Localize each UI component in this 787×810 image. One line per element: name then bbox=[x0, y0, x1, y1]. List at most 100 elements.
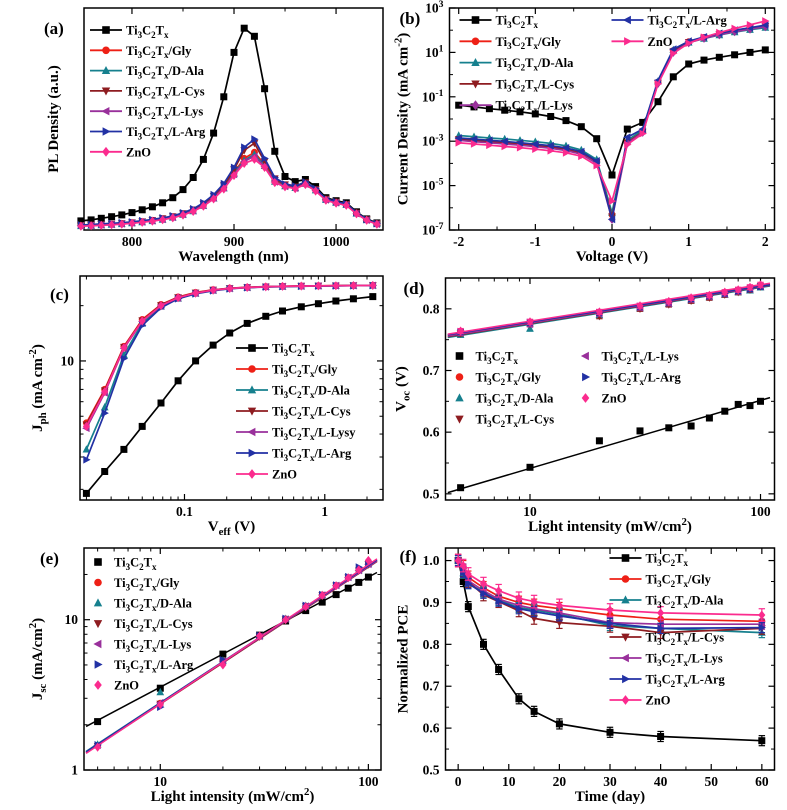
svg-text:Ti3C2Tx/L-Arg: Ti3C2Tx/L-Arg bbox=[602, 371, 682, 387]
svg-text:ZnO: ZnO bbox=[272, 468, 297, 482]
svg-text:900: 900 bbox=[224, 234, 245, 249]
svg-text:Normalized PCE: Normalized PCE bbox=[396, 605, 412, 714]
svg-text:(e): (e) bbox=[40, 549, 59, 568]
svg-text:1000: 1000 bbox=[323, 234, 350, 249]
svg-text:(f): (f) bbox=[400, 547, 417, 566]
svg-text:0.9: 0.9 bbox=[423, 595, 440, 610]
svg-text:1.0: 1.0 bbox=[423, 553, 440, 568]
svg-text:Ti3C2Tx/Gly: Ti3C2Tx/Gly bbox=[476, 371, 542, 387]
svg-text:Ti3C2Tx/L-Arg: Ti3C2Tx/L-Arg bbox=[648, 14, 728, 30]
svg-text:Veff (V): Veff (V) bbox=[208, 519, 255, 538]
svg-text:0.5: 0.5 bbox=[423, 763, 440, 778]
svg-text:20: 20 bbox=[553, 774, 567, 789]
svg-text:1: 1 bbox=[685, 234, 692, 249]
svg-text:50: 50 bbox=[704, 774, 718, 789]
svg-text:0.6: 0.6 bbox=[423, 721, 440, 736]
svg-text:Ti3C2Tx/L-Cys: Ti3C2Tx/L-Cys bbox=[646, 631, 725, 647]
svg-text:0.6: 0.6 bbox=[423, 425, 440, 440]
svg-text:Ti3C2Tx/L-Lysy: Ti3C2Tx/L-Lysy bbox=[272, 426, 356, 442]
svg-text:Ti3C2Tx/Gly: Ti3C2Tx/Gly bbox=[114, 576, 180, 592]
svg-text:Ti3C2Tx/Gly: Ti3C2Tx/Gly bbox=[646, 573, 712, 589]
panel-a-pl-spectra-chart: 800 900 1000 Wavelength (nm) PL Density (a.u… bbox=[0, 0, 393, 270]
svg-text:Ti3C2Tx/D-Ala: Ti3C2Tx/D-Ala bbox=[476, 392, 555, 408]
svg-text:Ti3C2Tx/Gly: Ti3C2Tx/Gly bbox=[126, 44, 192, 60]
svg-text:Ti3C2Tx/L-Cys: Ti3C2Tx/L-Cys bbox=[496, 77, 575, 93]
svg-text:40: 40 bbox=[654, 774, 668, 789]
svg-text:-1: -1 bbox=[530, 234, 541, 249]
svg-text:0: 0 bbox=[609, 234, 616, 249]
svg-text:1: 1 bbox=[321, 504, 328, 519]
svg-text:(b): (b) bbox=[400, 9, 421, 28]
svg-text:Voltage (V): Voltage (V) bbox=[576, 249, 648, 265]
svg-text:0: 0 bbox=[455, 774, 462, 789]
svg-text:(c): (c) bbox=[50, 285, 69, 304]
svg-text:0.8: 0.8 bbox=[423, 301, 440, 316]
svg-text:0.5: 0.5 bbox=[423, 486, 440, 501]
svg-text:10-5: 10-5 bbox=[422, 177, 444, 193]
panel-d-voc-intensity-chart: 10 100 0.5 0.6 0.7 0.8 Light intensity (mW/cm2… bbox=[393, 270, 787, 540]
svg-text:Ti3C2Tx/D-Ala: Ti3C2Tx/D-Ala bbox=[272, 384, 351, 400]
panel-c-jph-veff-chart: 0.1 1 10 Veff (V) Jph (mA cm-2) Ti3C2Tx Ti3C2T… bbox=[0, 270, 393, 540]
svg-text:Ti3C2Tx/Gly: Ti3C2Tx/Gly bbox=[496, 35, 562, 51]
svg-text:800: 800 bbox=[122, 234, 143, 249]
svg-text:Light intensity (mW/cm2): Light intensity (mW/cm2) bbox=[151, 786, 315, 805]
svg-text:100: 100 bbox=[750, 504, 771, 519]
svg-text:0.8: 0.8 bbox=[423, 637, 440, 652]
svg-text:Light intensity (mW/cm2): Light intensity (mW/cm2) bbox=[528, 516, 692, 535]
svg-text:1: 1 bbox=[71, 763, 78, 778]
svg-text:103: 103 bbox=[425, 0, 444, 15]
svg-text:Voc (V): Voc (V) bbox=[394, 366, 413, 412]
svg-text:0.7: 0.7 bbox=[423, 679, 440, 694]
svg-text:Ti3C2Tx/L-Cys: Ti3C2Tx/L-Cys bbox=[476, 413, 555, 429]
svg-text:Ti3C2Tx/L-Arg: Ti3C2Tx/L-Arg bbox=[272, 447, 352, 463]
panel-f-stability-chart: 0 10 20 30 40 50 60 0.5 0.6 0.7 0.8 0.9 1.0 Time (day… bbox=[393, 540, 787, 810]
svg-text:Ti3C2Tx: Ti3C2Tx bbox=[272, 342, 315, 358]
svg-text:Ti3C2Tx/D-Ala: Ti3C2Tx/D-Ala bbox=[126, 64, 205, 80]
svg-text:101: 101 bbox=[425, 44, 444, 60]
svg-text:Time (day): Time (day) bbox=[575, 789, 645, 805]
svg-text:10-7: 10-7 bbox=[422, 221, 444, 237]
svg-text:Ti3C2Tx/L-Lys: Ti3C2Tx/L-Lys bbox=[496, 99, 573, 115]
svg-text:2: 2 bbox=[762, 234, 769, 249]
svg-text:ZnO: ZnO bbox=[126, 145, 151, 159]
svg-text:10: 10 bbox=[523, 504, 537, 519]
svg-text:Ti3C2Tx: Ti3C2Tx bbox=[646, 552, 689, 568]
svg-text:60: 60 bbox=[755, 774, 769, 789]
svg-text:10: 10 bbox=[61, 353, 75, 368]
svg-text:Ti3C2Tx/L-Lys: Ti3C2Tx/L-Lys bbox=[114, 638, 191, 654]
svg-text:Ti3C2Tx: Ti3C2Tx bbox=[126, 24, 169, 40]
svg-text:10: 10 bbox=[502, 774, 516, 789]
svg-text:Ti3C2Tx: Ti3C2Tx bbox=[496, 14, 539, 30]
svg-text:Ti3C2Tx/L-Arg: Ti3C2Tx/L-Arg bbox=[126, 125, 206, 141]
svg-text:Ti3C2Tx/L-Cys: Ti3C2Tx/L-Cys bbox=[272, 405, 351, 421]
svg-text:0.7: 0.7 bbox=[423, 363, 440, 378]
svg-text:(d): (d) bbox=[404, 279, 425, 298]
svg-text:Ti3C2Tx: Ti3C2Tx bbox=[114, 556, 157, 572]
svg-text:Jph (mA cm-2): Jph (mA cm-2) bbox=[27, 344, 49, 432]
svg-text:ZnO: ZnO bbox=[648, 35, 673, 49]
svg-text:0.1: 0.1 bbox=[176, 504, 193, 519]
svg-text:ZnO: ZnO bbox=[602, 392, 627, 406]
svg-text:Ti3C2Tx/L-Arg: Ti3C2Tx/L-Arg bbox=[114, 658, 194, 674]
svg-text:30: 30 bbox=[603, 774, 617, 789]
svg-text:Ti3C2Tx/D-Ala: Ti3C2Tx/D-Ala bbox=[114, 597, 193, 613]
svg-text:-2: -2 bbox=[453, 234, 464, 249]
svg-text:Ti3C2Tx/L-Cys: Ti3C2Tx/L-Cys bbox=[126, 84, 205, 100]
svg-text:10-3: 10-3 bbox=[422, 132, 444, 148]
svg-text:Wavelength (nm): Wavelength (nm) bbox=[178, 249, 288, 265]
svg-text:10: 10 bbox=[154, 774, 168, 789]
svg-text:Ti3C2Tx/D-Ala: Ti3C2Tx/D-Ala bbox=[496, 56, 575, 72]
svg-text:10-1: 10-1 bbox=[422, 88, 444, 104]
svg-text:ZnO: ZnO bbox=[114, 679, 139, 693]
svg-text:Jsc (mA/cm2): Jsc (mA/cm2) bbox=[27, 618, 49, 700]
svg-text:(a): (a) bbox=[44, 19, 64, 38]
svg-text:Ti3C2Tx/L-Lys: Ti3C2Tx/L-Lys bbox=[646, 652, 723, 668]
svg-text:PL Density (a.u.): PL Density (a.u.) bbox=[46, 65, 62, 173]
svg-text:ZnO: ZnO bbox=[646, 694, 671, 708]
svg-text:Ti3C2Tx/L-Lys: Ti3C2Tx/L-Lys bbox=[602, 350, 679, 366]
svg-text:Ti3C2Tx: Ti3C2Tx bbox=[476, 350, 519, 366]
svg-text:Ti3C2Tx/L-Lys: Ti3C2Tx/L-Lys bbox=[126, 105, 203, 121]
svg-text:10: 10 bbox=[65, 612, 79, 627]
